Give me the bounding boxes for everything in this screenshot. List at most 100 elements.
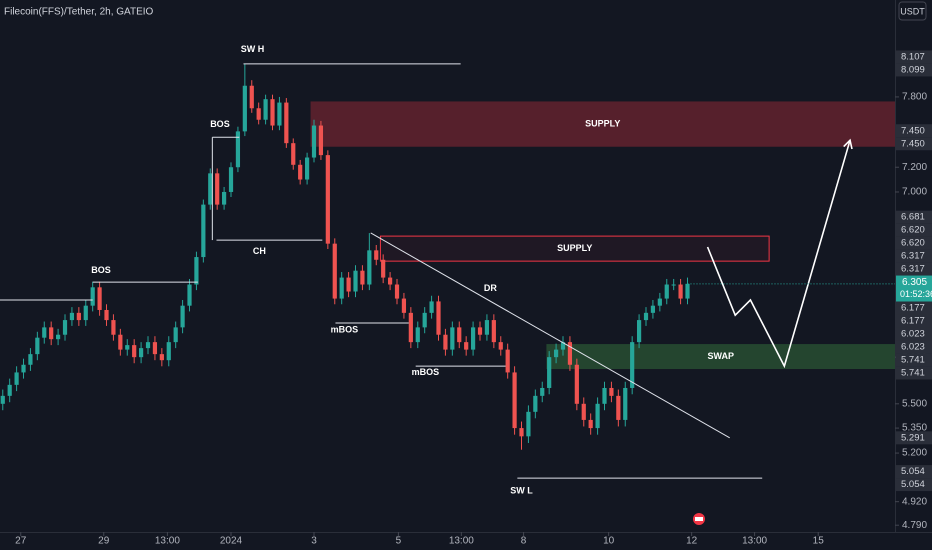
candle-body xyxy=(422,312,427,328)
candle-body xyxy=(367,250,372,285)
price-badge-label: 6.177 xyxy=(901,316,925,327)
price-badge-label: 7.450 xyxy=(901,125,925,136)
candle-body xyxy=(125,345,130,350)
candle-body xyxy=(311,125,317,158)
price-badge-label: 6.620 xyxy=(901,225,925,236)
candle-body xyxy=(567,342,573,365)
candle-body xyxy=(138,348,144,358)
zone xyxy=(379,235,770,262)
price-badge xyxy=(896,223,932,237)
price-badge-label: 5.741 xyxy=(901,354,925,365)
price-badge xyxy=(896,301,932,315)
candle-body xyxy=(28,354,33,365)
currency-box[interactable] xyxy=(898,1,927,21)
price-badge xyxy=(896,478,932,492)
candle-body xyxy=(533,395,538,412)
annotation-label: BOS xyxy=(91,265,111,275)
candle-body xyxy=(477,327,483,335)
price-badge-label: 8.099 xyxy=(901,64,925,75)
x-tick-label: 8 xyxy=(521,536,527,547)
candle-body xyxy=(484,320,490,335)
price-badge-label: 6.177 xyxy=(901,303,925,314)
candle-body xyxy=(560,342,566,350)
candle-body xyxy=(394,284,400,299)
candle-body xyxy=(249,85,254,109)
price-badge xyxy=(896,210,932,224)
price-badge xyxy=(896,353,932,367)
price-badge-label: 7.450 xyxy=(901,138,925,149)
price-badge xyxy=(896,314,932,328)
price-badge-label: 6.023 xyxy=(901,341,925,352)
zone xyxy=(546,344,895,370)
price-badge-label: 8.107 xyxy=(901,51,925,62)
candle-body xyxy=(588,419,593,429)
candle-body xyxy=(235,131,241,168)
price-badge-label: 5.054 xyxy=(901,479,925,490)
x-tick-label: 13:00 xyxy=(155,536,180,547)
candle-body xyxy=(270,99,275,126)
zone-label: SUPPLY xyxy=(557,243,592,253)
price-badge xyxy=(896,431,932,445)
candle-body xyxy=(83,305,88,321)
annotation-label: SW H xyxy=(241,44,265,54)
candle-body xyxy=(332,243,337,299)
candle-body xyxy=(221,191,227,205)
last-price-badge xyxy=(896,275,932,302)
annotation-label: SW L xyxy=(510,485,533,495)
price-badge xyxy=(896,137,932,151)
y-tick-label: 5.350 xyxy=(902,423,927,434)
candle-body xyxy=(346,277,351,292)
price-badge-label: 6.023 xyxy=(901,329,925,340)
currency[interactable]: USDT xyxy=(900,6,925,16)
annotation-label: DR xyxy=(484,283,497,293)
candle-body xyxy=(215,173,220,205)
last-price: 6.305 xyxy=(902,277,927,288)
candle-body xyxy=(581,403,586,420)
candle-body xyxy=(387,277,393,285)
candle-body xyxy=(256,108,261,120)
candle-body xyxy=(339,277,344,299)
candle-body xyxy=(574,364,579,404)
candle-body xyxy=(671,284,676,286)
candle-body xyxy=(470,327,476,350)
candle-body xyxy=(21,364,26,373)
candle-body xyxy=(242,85,247,132)
candle-body xyxy=(685,283,690,299)
arrow-head xyxy=(843,138,853,150)
plot-area: SUPPLY SUPPLY SWAP SW H BOS BOS CH mBOS mBOS DR SW… xyxy=(0,44,895,495)
price-badge-label: 6.681 xyxy=(901,212,925,223)
candle-body xyxy=(263,99,268,120)
icon[interactable] xyxy=(693,513,705,525)
candle-body xyxy=(277,102,282,126)
candle-body xyxy=(0,395,5,404)
candle-body xyxy=(540,387,545,396)
y-tick-label: 7.000 xyxy=(902,187,927,198)
candle-body xyxy=(228,167,234,192)
candle-body xyxy=(49,327,54,340)
price-badge xyxy=(896,249,932,263)
x-tick-label: 5 xyxy=(396,536,402,547)
candle-body xyxy=(159,354,164,361)
candle-body xyxy=(62,320,68,335)
candle-body xyxy=(512,372,517,429)
annotation-label: CH xyxy=(253,246,266,256)
x-tick-label: 27 xyxy=(15,536,27,547)
x-tick-label: 13:00 xyxy=(449,536,474,547)
candle-body xyxy=(132,345,137,358)
candle-body xyxy=(291,143,296,165)
candle-body xyxy=(595,403,600,429)
candle-body xyxy=(623,387,628,420)
candle-body xyxy=(145,342,151,349)
candle-body xyxy=(180,305,185,328)
candle-body xyxy=(436,301,441,335)
price-badge-label: 6.317 xyxy=(901,264,925,275)
candle-body xyxy=(609,387,614,396)
annotation-label: BOS xyxy=(210,119,230,129)
candle-body xyxy=(664,284,669,299)
candle-body xyxy=(657,298,662,306)
candle-body xyxy=(194,257,199,285)
candle-body xyxy=(35,337,40,355)
price-badge xyxy=(896,340,932,354)
